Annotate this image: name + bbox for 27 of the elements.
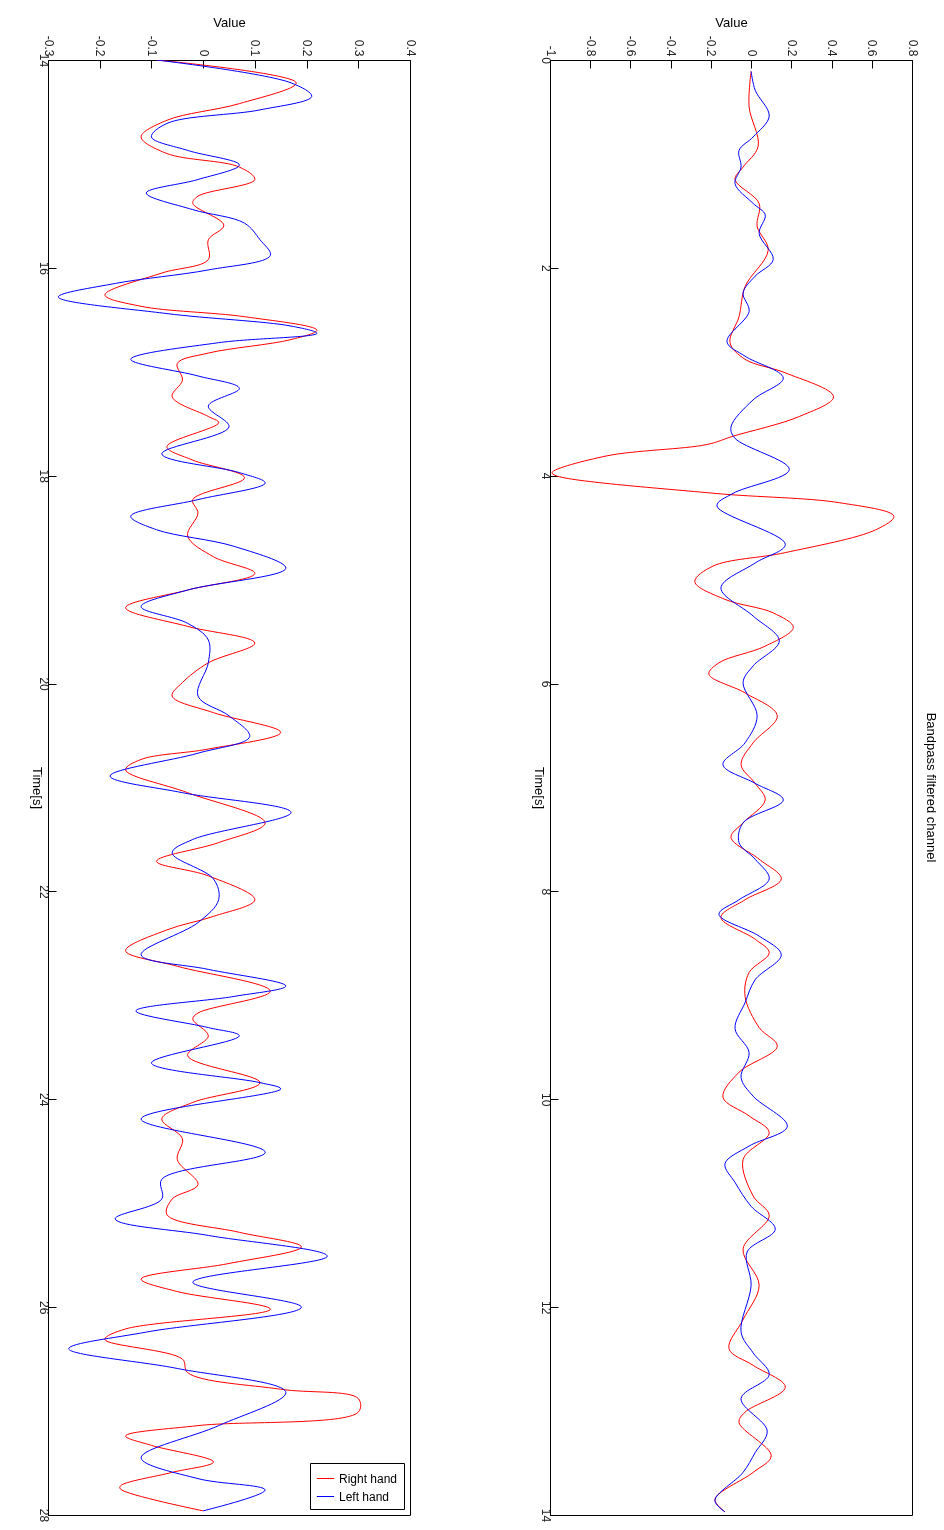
legend-label: Left hand [339, 1489, 390, 1504]
y-axis-title: Time[s] [29, 766, 45, 810]
x-tick-label: 0.3 [351, 39, 366, 57]
x-tick-label: 0.1 [248, 39, 263, 57]
x-tick-label: 0.8 [905, 39, 920, 57]
x-tick-label: -0.2 [93, 35, 108, 57]
y-tick-label: 0 [538, 57, 553, 65]
text: Bandpass filtered channel [924, 712, 939, 863]
x-tick-label: 0.2 [784, 39, 799, 57]
line-series [57, 60, 328, 1512]
x-tick-label: 0 [744, 49, 759, 57]
x-tick-label: 0 [196, 49, 211, 57]
x-tick-label: -0.4 [664, 35, 679, 57]
x-tick-label: 0.4 [825, 39, 840, 57]
y-axis-title: Time[s] [531, 766, 547, 810]
x-tick-label: -0.6 [623, 35, 638, 57]
x-tick-label: -0.8 [583, 35, 598, 57]
x-tick-label: 0.4 [403, 39, 418, 57]
x-axis-title: Value [715, 14, 748, 30]
x-tick-label: -0.2 [704, 35, 719, 57]
line-series [714, 70, 790, 1513]
x-tick-label: -1 [543, 45, 558, 57]
x-axis-title: Value [213, 14, 246, 30]
x-tick-label: 0.6 [865, 39, 880, 57]
x-tick-label: -0.1 [144, 35, 159, 57]
x-tick-label: 0.2 [300, 39, 315, 57]
legend-label: Right hand [339, 1471, 398, 1486]
